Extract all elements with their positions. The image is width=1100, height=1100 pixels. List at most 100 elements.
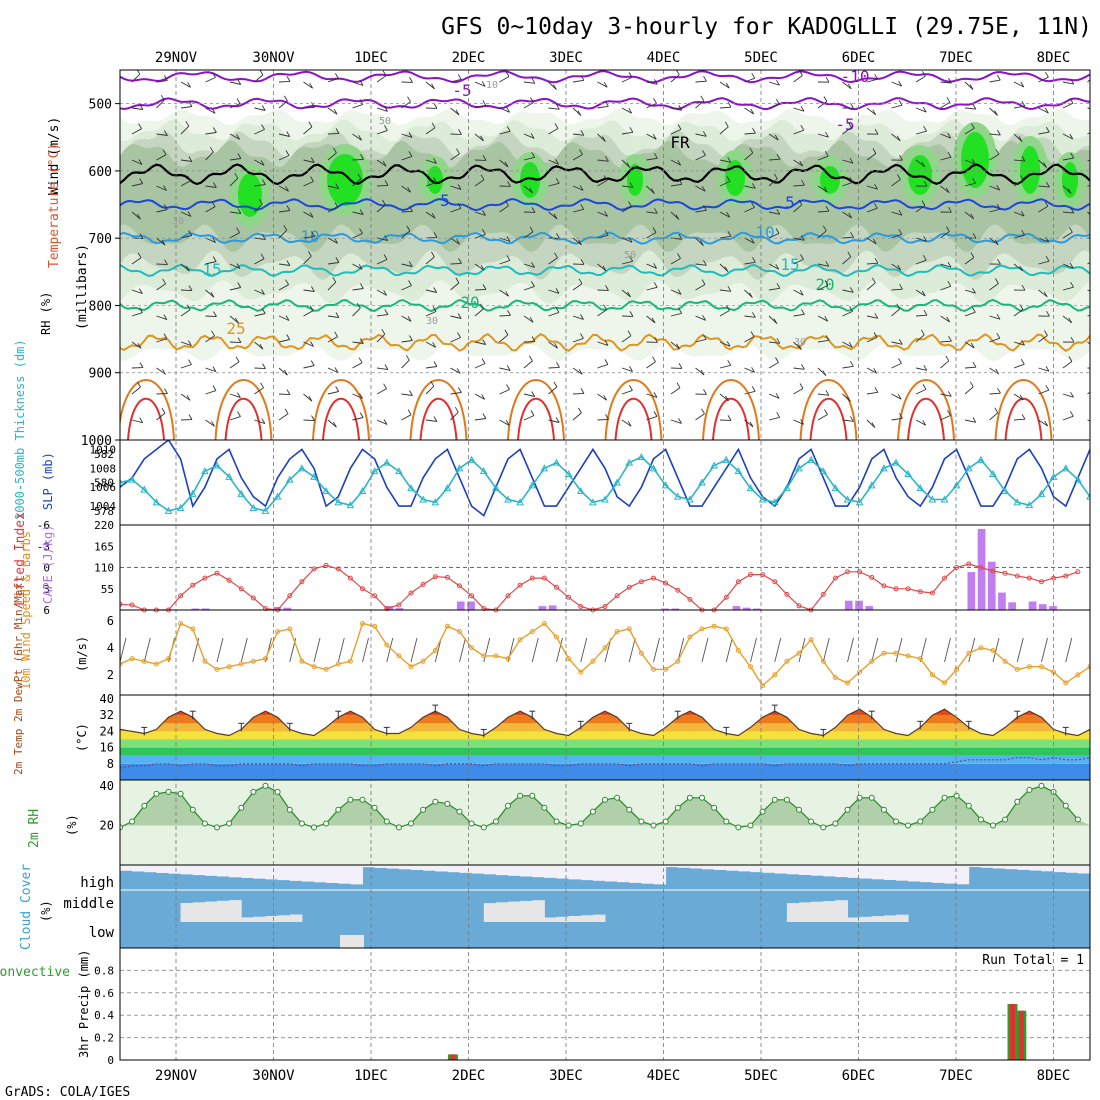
wind-barb-flag bbox=[212, 72, 216, 78]
wind-barb bbox=[474, 81, 486, 87]
wind-barb-flag bbox=[553, 381, 558, 388]
wind-barb-flag bbox=[997, 387, 1001, 394]
thickness-marker bbox=[492, 484, 500, 492]
cloud-middle-block bbox=[799, 902, 812, 922]
wind-barb bbox=[548, 182, 560, 187]
rh-marker bbox=[141, 802, 148, 809]
wind-barb bbox=[1013, 179, 1024, 187]
wind-barb bbox=[180, 81, 191, 88]
wind-barb-flag bbox=[1020, 81, 1025, 88]
wind-barb bbox=[450, 237, 460, 245]
rh-marker bbox=[723, 818, 730, 825]
wind-barb-flag bbox=[580, 314, 584, 320]
cloud-high-block bbox=[459, 865, 473, 873]
wind10m-marker bbox=[432, 648, 438, 653]
wind-barb-flag bbox=[874, 313, 879, 319]
wind-barb bbox=[842, 310, 853, 317]
wind10m-marker bbox=[190, 626, 196, 632]
wind-barb-flag bbox=[383, 254, 388, 260]
wind-barb-flag bbox=[457, 313, 462, 319]
wind-barb-flag bbox=[335, 128, 340, 134]
wind-barb-flag bbox=[284, 408, 289, 415]
wind-barb-flag bbox=[384, 125, 388, 131]
temp-band bbox=[120, 723, 1090, 732]
wind10m-barb bbox=[968, 637, 976, 663]
cape-bar bbox=[1028, 601, 1037, 610]
wind-barb-flag bbox=[213, 127, 217, 133]
wind-barb-flag bbox=[702, 315, 706, 321]
wind-barb-flag bbox=[261, 418, 266, 424]
wind10m-marker bbox=[784, 658, 790, 664]
wind10m-marker bbox=[554, 634, 559, 640]
thickness-marker bbox=[576, 486, 585, 494]
wind-barb bbox=[597, 341, 609, 346]
wind-barb bbox=[523, 81, 535, 84]
wind-barb bbox=[1013, 211, 1025, 217]
cloud-high-block bbox=[532, 865, 545, 878]
cloud-high-block bbox=[289, 865, 303, 881]
wind-barb-flag bbox=[823, 186, 828, 193]
wind-barb-flag bbox=[971, 158, 976, 165]
wind10m-marker bbox=[178, 621, 184, 626]
wind-barb-flag bbox=[874, 387, 879, 393]
thickness-marker bbox=[467, 455, 476, 463]
isotherm-label: 10 bbox=[300, 227, 319, 246]
wind-barb bbox=[499, 367, 511, 371]
temp2m-units: (°C) bbox=[75, 723, 89, 752]
wind-barb bbox=[597, 309, 607, 317]
wind-barb bbox=[1038, 159, 1047, 168]
wind10m-barb bbox=[483, 637, 491, 663]
wind-barb-flag bbox=[1019, 265, 1024, 272]
wind10m-marker bbox=[978, 645, 984, 651]
wind-barb bbox=[670, 312, 682, 317]
cloud-high-block bbox=[386, 865, 400, 869]
thickness-marker bbox=[940, 495, 949, 503]
lifted-index-marker bbox=[347, 575, 353, 581]
temp-band bbox=[120, 695, 1090, 707]
rh-marker bbox=[990, 822, 996, 829]
wind-barb bbox=[940, 101, 951, 109]
wind-barb bbox=[352, 288, 364, 291]
wind10m-barb bbox=[362, 637, 369, 663]
wind-barb-flag bbox=[163, 204, 168, 210]
wind-barb bbox=[793, 313, 805, 317]
wind10m-marker bbox=[275, 629, 281, 635]
thickness-marker bbox=[273, 492, 282, 500]
isotherm-30-cell bbox=[994, 379, 1053, 440]
rh-marker bbox=[771, 796, 778, 803]
wind-barb bbox=[303, 289, 315, 292]
wind-barb bbox=[1062, 361, 1073, 369]
wind-barb-flag bbox=[383, 419, 388, 425]
wind-barb bbox=[425, 289, 437, 293]
thickness-marker bbox=[346, 501, 355, 509]
wind-barb-flag bbox=[358, 264, 363, 270]
wind-barb bbox=[768, 211, 780, 215]
wind-barb-flag bbox=[505, 200, 509, 206]
rh-marker bbox=[589, 808, 596, 815]
thickness-marker bbox=[140, 485, 149, 493]
wind-barb-flag bbox=[311, 231, 315, 237]
wind-barb-flag bbox=[948, 206, 952, 213]
temp-band bbox=[120, 763, 1090, 780]
wind10m-marker bbox=[917, 656, 923, 662]
wind-barb bbox=[989, 283, 999, 291]
wind-barb bbox=[915, 334, 925, 343]
thickness-marker bbox=[128, 475, 136, 483]
thickness-marker bbox=[770, 498, 779, 506]
temp-line bbox=[120, 708, 1090, 737]
wind-barb-flag bbox=[678, 308, 683, 314]
wind-barb bbox=[254, 237, 266, 240]
series-slp bbox=[120, 440, 1090, 517]
cloud-high-block bbox=[629, 865, 642, 883]
wind10m-units: (m/s) bbox=[75, 636, 89, 672]
wind-barb bbox=[1087, 314, 1090, 317]
wind-barb-flag bbox=[579, 185, 584, 191]
wind-barb bbox=[793, 419, 804, 425]
precip-legend-label: Total / Rain Convective bbox=[0, 965, 70, 980]
wind-barb-flag bbox=[678, 234, 683, 240]
wind-barb-flag bbox=[309, 305, 314, 311]
wind10m-marker bbox=[857, 669, 863, 675]
wind-barb bbox=[915, 107, 927, 113]
wind-barb bbox=[401, 155, 413, 161]
wind-barb bbox=[499, 314, 511, 317]
